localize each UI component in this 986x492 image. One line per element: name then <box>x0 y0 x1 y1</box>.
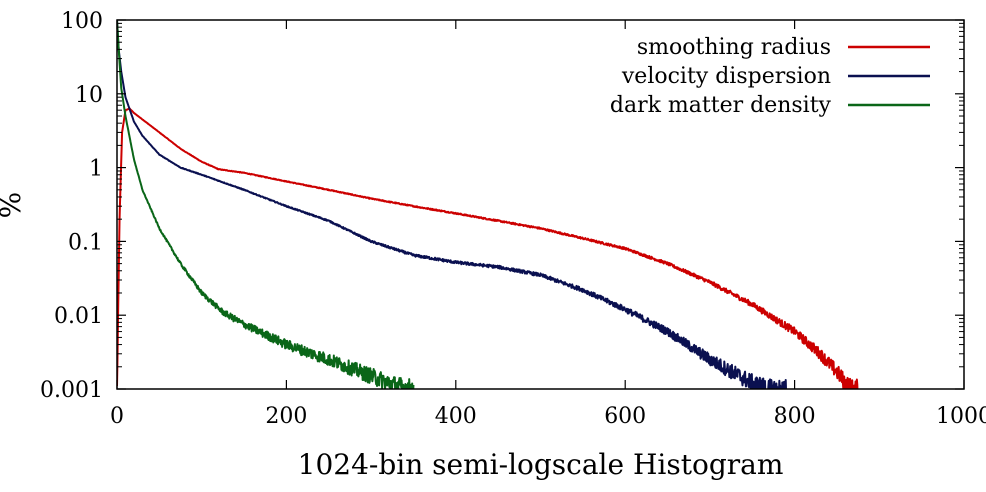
x-tick-label: 400 <box>435 404 477 429</box>
legend-label: dark matter density <box>610 93 832 118</box>
series-line-velocity-dispersion <box>117 20 788 389</box>
y-tick-label: 100 <box>61 9 103 34</box>
x-tick-label: 0 <box>110 404 124 429</box>
x-tick-label: 800 <box>774 404 816 429</box>
x-tick-label: 200 <box>265 404 307 429</box>
y-tick-label: 0.01 <box>54 304 103 329</box>
x-tick-label: 600 <box>604 404 646 429</box>
y-axis-title: % <box>0 192 27 219</box>
y-tick-label: 0.1 <box>68 230 103 255</box>
ticks-layer: 0 200 400 600 800 1000 0.001 0.01 0.1 1 10 100 <box>40 9 986 429</box>
x-tick-label: 1000 <box>936 404 986 429</box>
plot-frame <box>116 19 965 390</box>
series-line-smoothing-radius <box>117 107 859 389</box>
legend-label: velocity dispersion <box>621 64 831 89</box>
series-line-dark-matter-density <box>117 20 415 389</box>
y-tick-label: 10 <box>75 83 103 108</box>
x-axis-title: 1024-bin semi-logscale Histogram <box>298 448 784 481</box>
series-layer <box>117 20 859 389</box>
y-tick-label: 1 <box>89 157 103 182</box>
legend-label: smoothing radius <box>637 35 831 60</box>
legend: smoothing radius velocity dispersion dark … <box>610 35 930 118</box>
y-tick-label: 0.001 <box>40 378 103 403</box>
